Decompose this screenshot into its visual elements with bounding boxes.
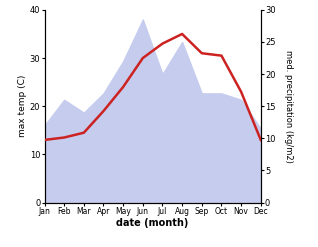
Y-axis label: max temp (C): max temp (C) — [18, 75, 27, 137]
Y-axis label: med. precipitation (kg/m2): med. precipitation (kg/m2) — [284, 50, 293, 163]
X-axis label: date (month): date (month) — [116, 219, 189, 228]
